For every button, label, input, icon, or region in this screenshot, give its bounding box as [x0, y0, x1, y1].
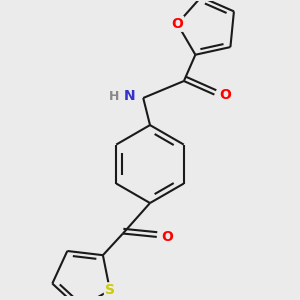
Text: O: O	[171, 17, 183, 31]
Text: O: O	[162, 230, 174, 244]
Text: H: H	[109, 90, 120, 103]
Text: O: O	[219, 88, 231, 102]
Text: N: N	[124, 89, 136, 103]
Text: S: S	[105, 283, 115, 297]
